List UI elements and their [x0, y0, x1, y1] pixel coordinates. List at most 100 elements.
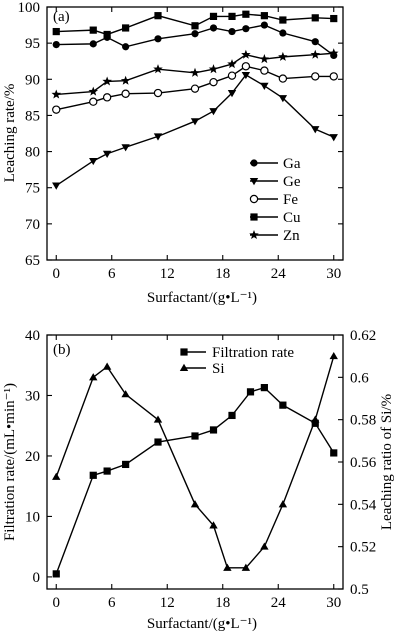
chart-a-legend-fe-marker: [249, 194, 259, 204]
chart-b-legend-si-label: Si: [212, 361, 225, 377]
chart-b-ytick-label: 0: [33, 570, 41, 586]
chart-a-ytick-label: 80: [25, 145, 40, 161]
chart-b: (b) 0 6 12 18 24 30 0 10 20 30 40 0.5 0.52 0.54 0.56 0.…: [2, 328, 395, 632]
chart-a-series-zn-point: [227, 59, 237, 69]
chart-b-xtick-label: 18: [215, 595, 230, 611]
chart-a-legend-ga-marker: [250, 159, 258, 167]
chart-a-series-ge-point: [227, 90, 237, 98]
chart-a-series-ge-point: [89, 157, 98, 166]
chart-b-series-si-point: [241, 563, 251, 571]
chart-a-series-fe-point: [89, 97, 98, 106]
chart-a-xtick-label: 24: [271, 266, 287, 282]
chart-a-series-zn-point: [190, 67, 200, 77]
chart-b-series-filtration-rate-point: [52, 570, 60, 578]
chart-b-series-filtration-rate-point: [246, 388, 255, 396]
chart-b-series-filtration-rate-point: [279, 401, 287, 409]
chart-a-legend-cu-marker: [250, 213, 258, 221]
chart-a-ytick-label: 75: [25, 181, 40, 197]
chart-a-series-zn-point: [310, 49, 321, 59]
chart-a-ytick-label: 65: [25, 253, 40, 269]
chart-b-legend-si-marker: [179, 363, 189, 371]
chart-a-legend-ge-marker: [249, 178, 259, 186]
chart-a-xtick-label: 18: [215, 266, 230, 282]
chart-b-xlabel: Surfactant/(g•L⁻¹): [147, 616, 257, 632]
chart-a-series-ga-point: [228, 27, 236, 36]
chart-a-series-ge-point: [311, 126, 320, 134]
chart-b-ytick-right-label: 0.54: [350, 497, 377, 513]
chart-a-series-cu-point: [279, 16, 287, 24]
chart-a-xtick-label: 12: [160, 266, 175, 282]
chart-b-ytick-label: 40: [25, 328, 40, 344]
chart-b-series-filtration-rate-point: [228, 411, 236, 420]
chart-a-series-cu-point: [89, 26, 97, 34]
chart-a: (a) 0 6 12 18 24 30 65 70 75 80 85 90 95 100 Surfacta…: [2, 0, 344, 306]
chart-a-series-fe-point: [209, 77, 218, 87]
chart-a-series-zn-point: [102, 76, 112, 86]
chart-b-series-filtration-rate-point: [103, 467, 111, 475]
chart-b-ytick-right-label: 0.58: [350, 413, 376, 429]
chart-a-series-ga-point: [89, 40, 97, 48]
chart-b-series-filtration-rate-point: [311, 419, 319, 427]
chart-a-series-ga-point: [260, 21, 268, 29]
chart-a-series-cu-point: [191, 22, 199, 30]
chart-b-panel-label: (b): [53, 342, 71, 358]
chart-b-series-filtration-rate-point: [209, 426, 218, 434]
chart-b-series-filtration-rate-point: [260, 384, 268, 392]
chart-a-legend-ga-label: Ga: [283, 156, 301, 172]
chart-a-series-fe-point: [278, 74, 288, 83]
chart-a-series-ga-point: [122, 43, 130, 51]
chart-b-xtick-label: 12: [160, 595, 175, 611]
chart-b-series-si-point: [329, 351, 338, 360]
chart-a-frame: [46, 6, 344, 261]
chart-b-series-filtration-rate-point: [154, 438, 162, 446]
chart-b-ytick-label: 30: [25, 388, 40, 404]
chart-a-series-fe-point: [311, 72, 320, 81]
chart-a-legend-zn-label: Zn: [283, 228, 300, 244]
chart-a-legend-fe-label: Fe: [283, 192, 298, 208]
chart-a-legend-zn-marker: [249, 230, 259, 240]
chart-b-xtick-label: 0: [53, 595, 61, 611]
chart-a-series-ge-point: [329, 134, 338, 142]
chart-b-series-filtration-rate-point: [191, 432, 199, 440]
chart-b-series-si-point: [89, 373, 98, 381]
chart-a-series-ge-point: [278, 95, 288, 103]
chart-a-series-fe-point: [153, 88, 163, 98]
chart-b-legend-filtration-rate-label: Filtration rate: [212, 345, 294, 361]
chart-a-series-cu-point: [154, 12, 162, 20]
chart-a-series-ge-point: [260, 82, 269, 90]
chart-b-series-si-point: [311, 415, 320, 423]
chart-a-panel-label: (a): [53, 9, 70, 25]
chart-a-series-fe-point: [227, 71, 237, 80]
chart-a-series-zn-point: [328, 48, 339, 58]
chart-b-ytick-right-label: 0.62: [350, 328, 376, 344]
chart-a-series-ga-point: [191, 30, 199, 38]
chart-a-ytick-label: 95: [25, 36, 40, 52]
chart-a-legend-cu-label: Cu: [283, 210, 301, 226]
chart-a-series-fe-point: [52, 105, 61, 114]
chart-a-series-cu-point: [260, 12, 268, 20]
chart-b-series-filtration-rate-point: [330, 449, 338, 457]
chart-a-series-fe-point: [260, 66, 269, 75]
chart-a-series-ga-point: [242, 25, 250, 33]
chart-a-series-fe-point: [329, 72, 338, 81]
chart-a-series-zn-point: [241, 49, 251, 59]
chart-b-ytick-label: 10: [25, 509, 40, 525]
chart-a-xlabel: Surfactant/(g•L⁻¹): [147, 290, 257, 306]
chart-b-series-si-point: [260, 542, 269, 550]
chart-b-ytick-right-label: 0.52: [350, 540, 376, 556]
chart-b-xtick-label: 24: [271, 595, 287, 611]
chart-b-ytick-right-label: 0.6: [350, 370, 369, 386]
chart-a-xtick-label: 0: [53, 266, 61, 282]
chart-a-ytick-label: 90: [25, 72, 40, 88]
chart-a-series-fe-point: [102, 93, 112, 102]
chart-b-ytick-label: 20: [25, 449, 40, 465]
chart-b-ytick-right-label: 0.56: [350, 455, 377, 471]
chart-a-series-zn-point: [153, 64, 163, 74]
chart-b-ytick-right-label: 0.5: [350, 582, 369, 598]
chart-a-series-cu-point: [103, 30, 111, 39]
chart-a-series-cu-point: [242, 10, 250, 18]
chart-a-ytick-label: 70: [25, 217, 40, 233]
chart-a-series-ge-point: [153, 133, 163, 141]
chart-a-ytick-label: 100: [18, 0, 41, 16]
chart-b-ylabel-left: Filtration rate/(mL•min⁻¹): [2, 383, 18, 541]
